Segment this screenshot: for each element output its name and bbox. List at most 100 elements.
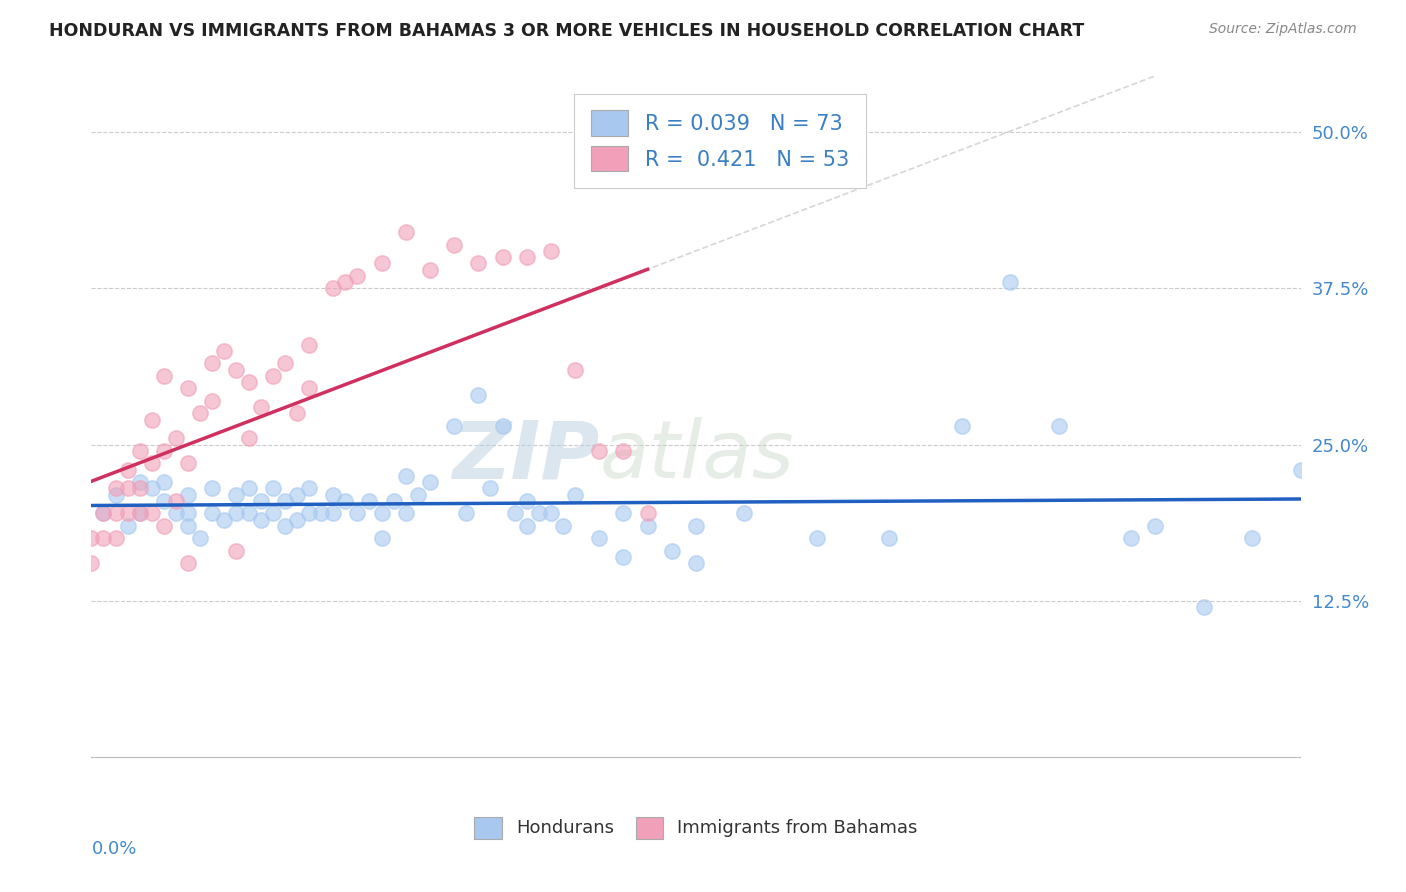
Point — [201, 356, 224, 370]
Point — [443, 418, 465, 433]
Point — [335, 275, 357, 289]
Point — [274, 494, 297, 508]
Point — [950, 418, 973, 433]
Point — [285, 513, 308, 527]
Point — [370, 507, 392, 521]
Text: Source: ZipAtlas.com: Source: ZipAtlas.com — [1209, 22, 1357, 37]
Point — [588, 444, 610, 458]
Point — [214, 343, 236, 358]
Point — [479, 482, 502, 496]
Point — [1192, 600, 1215, 615]
Point — [419, 475, 441, 490]
Point — [117, 507, 139, 521]
Point — [467, 256, 489, 270]
Point — [201, 482, 224, 496]
Point — [298, 337, 321, 351]
Point — [516, 250, 538, 264]
Point — [225, 362, 247, 376]
Point — [443, 237, 465, 252]
Point — [201, 393, 224, 408]
Legend: Hondurans, Immigrants from Bahamas: Hondurans, Immigrants from Bahamas — [467, 809, 925, 846]
Point — [491, 418, 513, 433]
Point — [249, 494, 271, 508]
Point — [104, 532, 127, 546]
Point — [238, 375, 260, 389]
Point — [564, 362, 586, 376]
Point — [214, 513, 236, 527]
Point — [612, 507, 634, 521]
Point — [153, 519, 176, 533]
Point — [153, 494, 176, 508]
Point — [685, 519, 707, 533]
Point — [153, 368, 176, 383]
Point — [238, 431, 260, 445]
Point — [346, 268, 368, 283]
Point — [551, 519, 574, 533]
Point — [177, 381, 200, 395]
Point — [612, 550, 634, 565]
Point — [249, 513, 271, 527]
Point — [298, 482, 321, 496]
Point — [285, 488, 308, 502]
Point — [104, 482, 127, 496]
Point — [128, 507, 150, 521]
Point — [225, 544, 247, 558]
Point — [285, 406, 308, 420]
Point — [274, 519, 297, 533]
Point — [128, 475, 150, 490]
Point — [177, 457, 200, 471]
Point — [141, 457, 163, 471]
Point — [588, 532, 610, 546]
Point — [177, 507, 200, 521]
Point — [359, 494, 381, 508]
Point — [188, 532, 211, 546]
Point — [165, 431, 187, 445]
Point — [370, 256, 392, 270]
Text: ZIP: ZIP — [451, 417, 599, 495]
Point — [322, 507, 344, 521]
Point — [153, 444, 176, 458]
Point — [80, 532, 103, 546]
Point — [1121, 532, 1143, 546]
Point — [456, 507, 478, 521]
Point — [117, 463, 139, 477]
Point — [1000, 275, 1022, 289]
Point — [262, 482, 284, 496]
Point — [165, 494, 187, 508]
Point — [104, 507, 127, 521]
Point — [104, 488, 127, 502]
Point — [685, 557, 707, 571]
Point — [540, 507, 562, 521]
Point — [117, 519, 139, 533]
Point — [177, 557, 200, 571]
Point — [406, 488, 429, 502]
Point — [346, 507, 368, 521]
Point — [335, 494, 357, 508]
Point — [516, 494, 538, 508]
Point — [201, 507, 224, 521]
Point — [93, 507, 115, 521]
Point — [491, 250, 513, 264]
Point — [322, 488, 344, 502]
Point — [298, 507, 321, 521]
Point — [322, 281, 344, 295]
Point — [540, 244, 562, 258]
Point — [516, 519, 538, 533]
Point — [382, 494, 405, 508]
Point — [262, 368, 284, 383]
Text: atlas: atlas — [599, 417, 794, 495]
Point — [128, 482, 150, 496]
Point — [128, 444, 150, 458]
Point — [225, 507, 247, 521]
Point — [419, 262, 441, 277]
Point — [395, 469, 418, 483]
Point — [298, 381, 321, 395]
Point — [661, 544, 683, 558]
Point — [637, 519, 659, 533]
Point — [637, 507, 659, 521]
Point — [1289, 463, 1312, 477]
Point — [141, 412, 163, 426]
Point — [80, 557, 103, 571]
Point — [177, 488, 200, 502]
Text: HONDURAN VS IMMIGRANTS FROM BAHAMAS 3 OR MORE VEHICLES IN HOUSEHOLD CORRELATION : HONDURAN VS IMMIGRANTS FROM BAHAMAS 3 OR… — [49, 22, 1084, 40]
